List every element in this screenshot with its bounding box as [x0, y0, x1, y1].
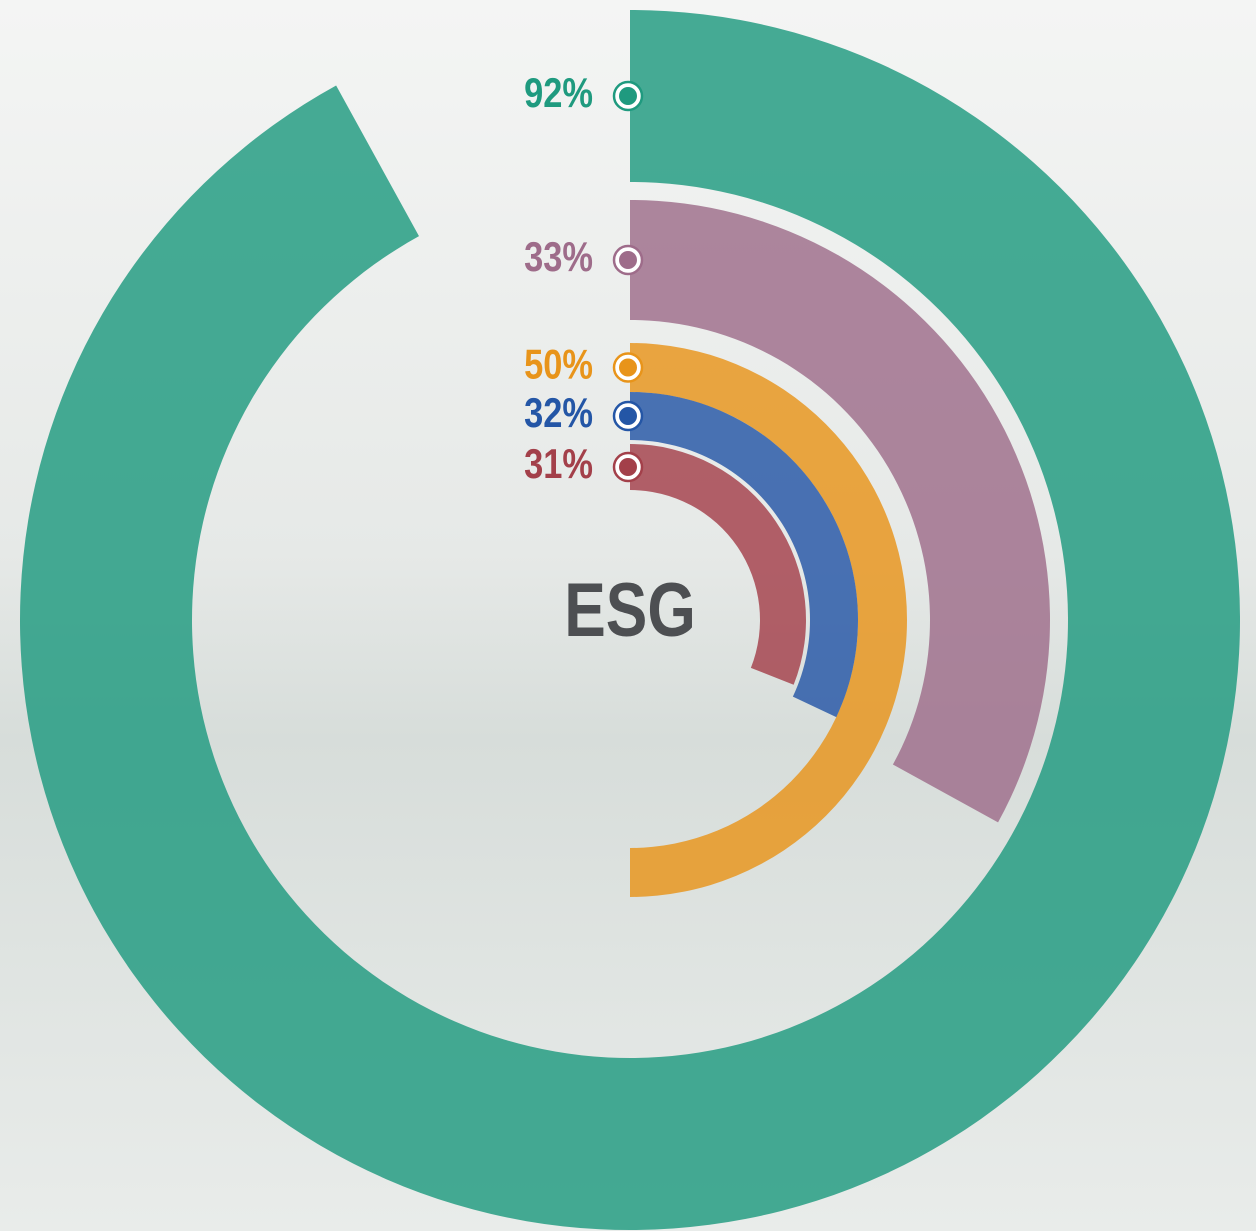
value-label: 33% — [524, 234, 593, 281]
ring-bar — [630, 343, 907, 897]
label-dot — [619, 358, 637, 377]
ring-bar — [630, 392, 858, 718]
labels: 92% 33% 50%32%31% — [524, 70, 644, 488]
value-label: 32% — [524, 390, 593, 437]
label-dot — [619, 251, 637, 269]
ring-bar — [630, 200, 1050, 823]
value-label: 31% — [524, 441, 593, 488]
value-label: 92% — [524, 70, 593, 117]
value-label: 50% — [524, 341, 593, 388]
ring-bar — [630, 444, 806, 685]
label-dot — [619, 87, 637, 105]
label-dot — [619, 458, 637, 476]
center-label: ESG — [564, 567, 696, 652]
label-dot — [619, 407, 637, 425]
rings — [19, 10, 1240, 1231]
